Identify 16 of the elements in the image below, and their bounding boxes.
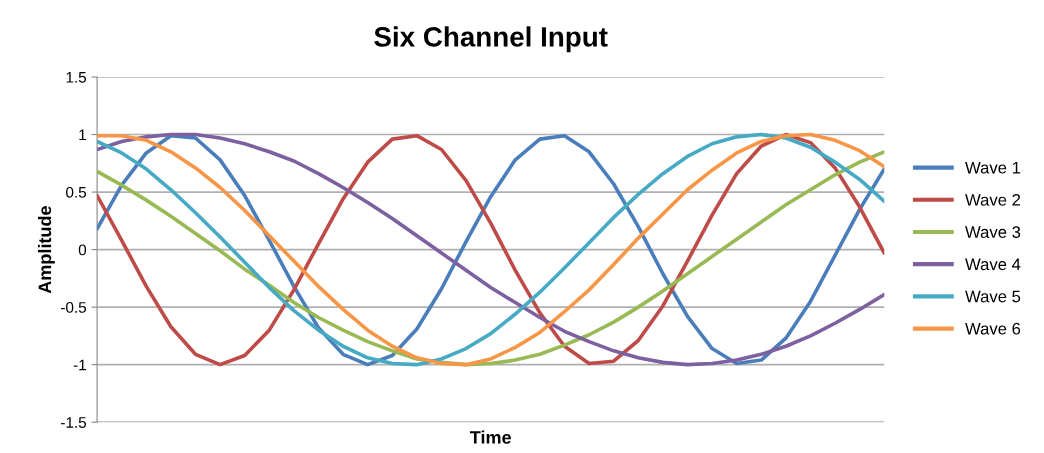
y-axis-title: Amplitude [37, 206, 55, 294]
y-tick-label: -1 [73, 359, 86, 371]
legend-label: Wave 4 [965, 258, 1021, 271]
y-tick-label: 0.5 [66, 186, 87, 198]
y-tick-label: 1 [79, 129, 86, 141]
x-axis-title: Time [469, 430, 511, 444]
legend-label: Wave 5 [965, 290, 1021, 303]
y-tick-label: -1.5 [61, 417, 87, 428]
legend-label: Wave 2 [965, 193, 1021, 206]
y-tick-label: 1.5 [66, 72, 87, 83]
legend-label: Wave 3 [965, 226, 1021, 238]
legend-label: Wave 6 [965, 322, 1021, 335]
chart-title: Six Channel Input [374, 26, 608, 53]
y-tick-label: -0.5 [61, 302, 87, 313]
legend-label: Wave 1 [965, 161, 1021, 174]
y-tick-label: 0 [78, 244, 87, 256]
